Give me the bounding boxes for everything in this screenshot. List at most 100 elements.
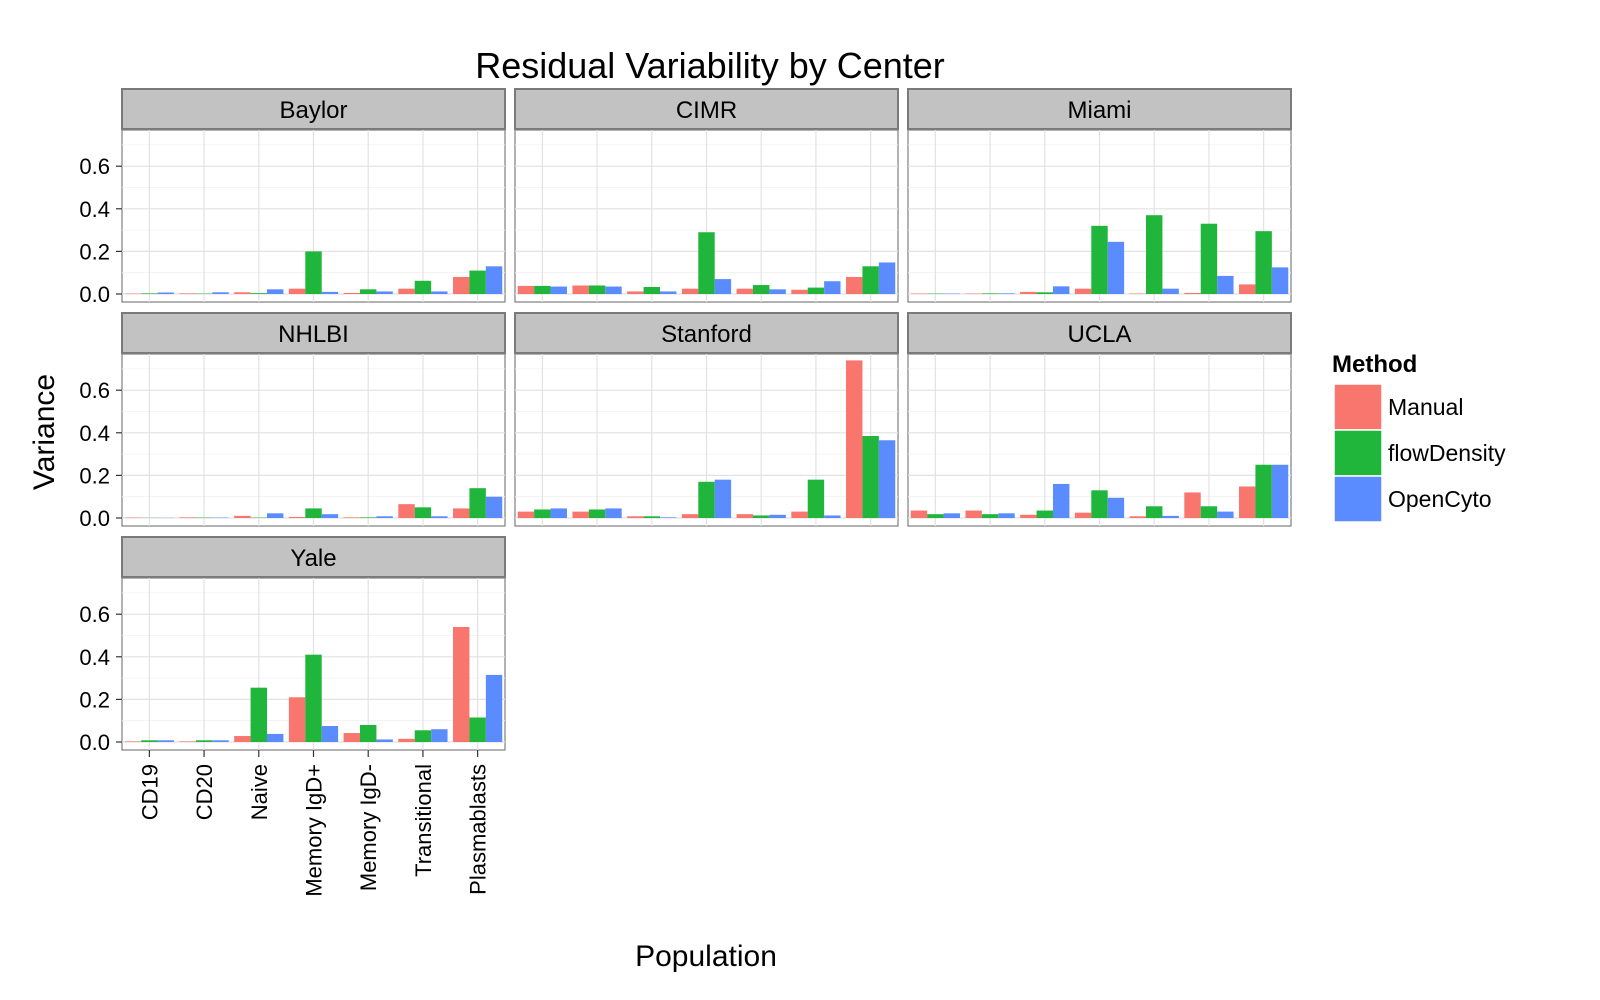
- bar-miami-manual-3: [1074, 288, 1092, 294]
- x-tick-label: Plasmablasts: [466, 764, 491, 895]
- bar-miami-flowdensity-1: [981, 293, 999, 294]
- bar-stanford-flowdensity-5: [807, 479, 825, 518]
- facet-strip-label: Baylor: [279, 97, 347, 124]
- bar-stanford-manual-1: [572, 511, 589, 518]
- bar-miami-flowdensity-5: [1200, 223, 1218, 294]
- bar-cimr-flowdensity-5: [807, 287, 825, 294]
- y-axis-label: Variance: [28, 374, 61, 490]
- bar-ucla-opencyto-5: [1217, 511, 1234, 518]
- bar-stanford-manual-2: [627, 516, 644, 518]
- bar-miami-manual-5: [1184, 292, 1201, 294]
- bar-baylor-opencyto-3: [321, 291, 339, 294]
- bar-ucla-opencyto-4: [1162, 515, 1179, 518]
- bar-yale-opencyto-4: [376, 739, 393, 742]
- facet-strip: [514, 312, 899, 354]
- bar-ucla-manual-1: [965, 510, 982, 518]
- bar-stanford-manual-4: [736, 514, 754, 518]
- bar-baylor-manual-1: [179, 293, 196, 294]
- bar-ucla-manual-4: [1129, 516, 1147, 518]
- bar-nhlbi-opencyto-5: [431, 516, 448, 518]
- bar-cimr-opencyto-2: [659, 291, 677, 294]
- x-tick-label: Naive: [247, 764, 272, 820]
- bar-nhlbi-manual-4: [343, 517, 361, 518]
- bar-baylor-opencyto-1: [212, 292, 229, 294]
- bar-ucla-manual-5: [1184, 492, 1201, 518]
- bar-miami-opencyto-3: [1107, 241, 1125, 294]
- bar-cimr-flowdensity-2: [643, 286, 660, 294]
- bar-miami-manual-6: [1239, 284, 1256, 294]
- facet-strip: [907, 88, 1292, 130]
- bar-baylor-flowdensity-3: [305, 251, 322, 294]
- bar-stanford-flowdensity-0: [534, 509, 551, 518]
- bar-nhlbi-flowdensity-6: [469, 488, 486, 518]
- bar-nhlbi-manual-1: [179, 517, 196, 518]
- y-tick-label: 0.2: [79, 687, 110, 712]
- bar-cimr-opencyto-5: [824, 281, 841, 294]
- bar-yale-flowdensity-6: [469, 717, 486, 742]
- legend-key-opencyto: [1333, 475, 1383, 523]
- y-tick-label: 0.6: [79, 378, 110, 403]
- bar-stanford-manual-5: [791, 511, 808, 518]
- legend-label-manual: Manual: [1388, 394, 1463, 420]
- bar-miami-manual-2: [1020, 291, 1037, 294]
- bar-miami-opencyto-1: [998, 293, 1015, 294]
- bar-yale-opencyto-3: [321, 726, 339, 742]
- bar-nhlbi-manual-6: [453, 508, 470, 518]
- bar-stanford-opencyto-3: [714, 479, 732, 518]
- y-tick-label: 0.0: [79, 282, 110, 307]
- bar-cimr-opencyto-0: [550, 286, 567, 294]
- bar-yale-manual-2: [234, 736, 251, 742]
- legend-label-flowdensity: flowDensity: [1388, 440, 1506, 466]
- y-tick-label: 0.6: [79, 154, 110, 179]
- facet-strip-label: CIMR: [676, 97, 737, 124]
- bar-cimr-manual-6: [846, 276, 863, 294]
- facet-strip-label: NHLBI: [278, 321, 349, 348]
- facet-strip-label: UCLA: [1067, 321, 1131, 348]
- bar-yale-flowdensity-5: [414, 730, 432, 742]
- bar-yale-manual-1: [179, 741, 196, 742]
- bar-baylor-flowdensity-2: [250, 293, 267, 294]
- x-tick-label: Transitional: [411, 764, 436, 877]
- facet-strip: [121, 536, 506, 578]
- bar-ucla-flowdensity-1: [981, 514, 999, 518]
- bar-yale-opencyto-2: [266, 733, 284, 742]
- bar-yale-flowdensity-3: [305, 654, 322, 742]
- bar-nhlbi-flowdensity-3: [305, 508, 322, 518]
- bar-miami-opencyto-5: [1217, 275, 1234, 294]
- bar-stanford-opencyto-5: [824, 515, 841, 518]
- legend-label-opencyto: OpenCyto: [1388, 486, 1492, 512]
- bar-nhlbi-flowdensity-5: [414, 507, 432, 518]
- bar-ucla-flowdensity-5: [1200, 506, 1218, 518]
- facet-strip: [514, 88, 899, 130]
- bar-miami-opencyto-6: [1271, 267, 1289, 294]
- bar-cimr-opencyto-4: [769, 289, 786, 294]
- legend-key-manual: [1333, 383, 1383, 431]
- y-tick-label: 0.0: [79, 730, 110, 755]
- facet-strip: [121, 88, 506, 130]
- facet-panel-ucla: UCLA: [907, 312, 1292, 527]
- bar-baylor-manual-5: [398, 288, 415, 294]
- legend: Method Manual flowDensity OpenCyto: [1332, 351, 1506, 523]
- bar-ucla-manual-2: [1020, 514, 1037, 518]
- y-tick-label: 0.4: [79, 645, 110, 670]
- bar-stanford-flowdensity-2: [643, 516, 660, 518]
- legend-title: Method: [1332, 351, 1417, 378]
- bar-yale-opencyto-0: [157, 740, 174, 742]
- legend-items: Manual flowDensity OpenCyto: [1333, 383, 1506, 523]
- bar-ucla-flowdensity-2: [1036, 510, 1053, 518]
- bar-baylor-opencyto-4: [376, 291, 393, 294]
- bar-cimr-flowdensity-3: [698, 232, 715, 294]
- bar-baylor-manual-3: [288, 288, 306, 294]
- bar-baylor-flowdensity-0: [141, 293, 158, 294]
- bar-cimr-manual-5: [791, 289, 808, 294]
- bar-stanford-opencyto-2: [659, 517, 677, 518]
- bar-cimr-manual-2: [627, 291, 644, 294]
- bar-baylor-opencyto-6: [485, 266, 503, 294]
- bar-yale-manual-5: [398, 738, 415, 742]
- bar-ucla-manual-3: [1074, 512, 1092, 518]
- bar-ucla-flowdensity-3: [1091, 490, 1108, 518]
- bar-nhlbi-flowdensity-4: [360, 517, 377, 518]
- bar-nhlbi-opencyto-2: [266, 513, 284, 518]
- bar-baylor-opencyto-5: [431, 291, 448, 294]
- bar-baylor-opencyto-0: [157, 292, 174, 294]
